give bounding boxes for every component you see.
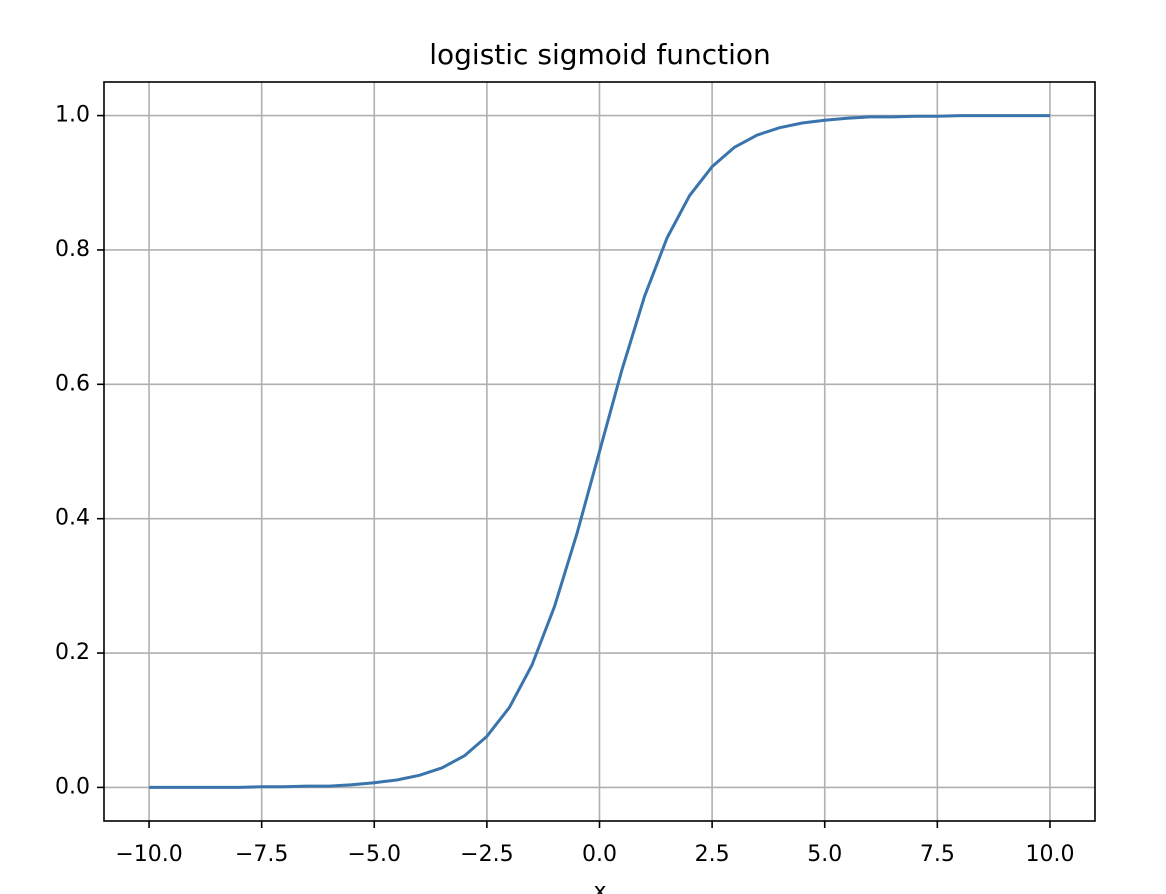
x-tick-label: 7.5	[920, 842, 955, 867]
y-tick-label: 0.6	[55, 371, 90, 396]
plot-frame	[103, 81, 1096, 822]
y-tick-label: 0.0	[55, 774, 90, 799]
x-tick-label: −2.5	[460, 842, 513, 867]
x-tick-label: 5.0	[807, 842, 842, 867]
y-tick-label: 0.4	[55, 506, 90, 531]
chart-title: logistic sigmoid function	[429, 38, 770, 71]
x-tick-label: 0.0	[582, 842, 617, 867]
x-tick-label: −10.0	[115, 842, 182, 867]
x-tick-label: 10.0	[1025, 842, 1074, 867]
x-tick-label: −7.5	[235, 842, 288, 867]
x-tick-label: −5.0	[348, 842, 401, 867]
x-axis-label: x	[593, 879, 606, 894]
data-line	[149, 114, 1050, 789]
y-tick-label: 0.8	[55, 237, 90, 262]
y-tick-label: 1.0	[55, 103, 90, 128]
x-tick-label: 2.5	[695, 842, 730, 867]
y-tick-label: 0.2	[55, 640, 90, 665]
